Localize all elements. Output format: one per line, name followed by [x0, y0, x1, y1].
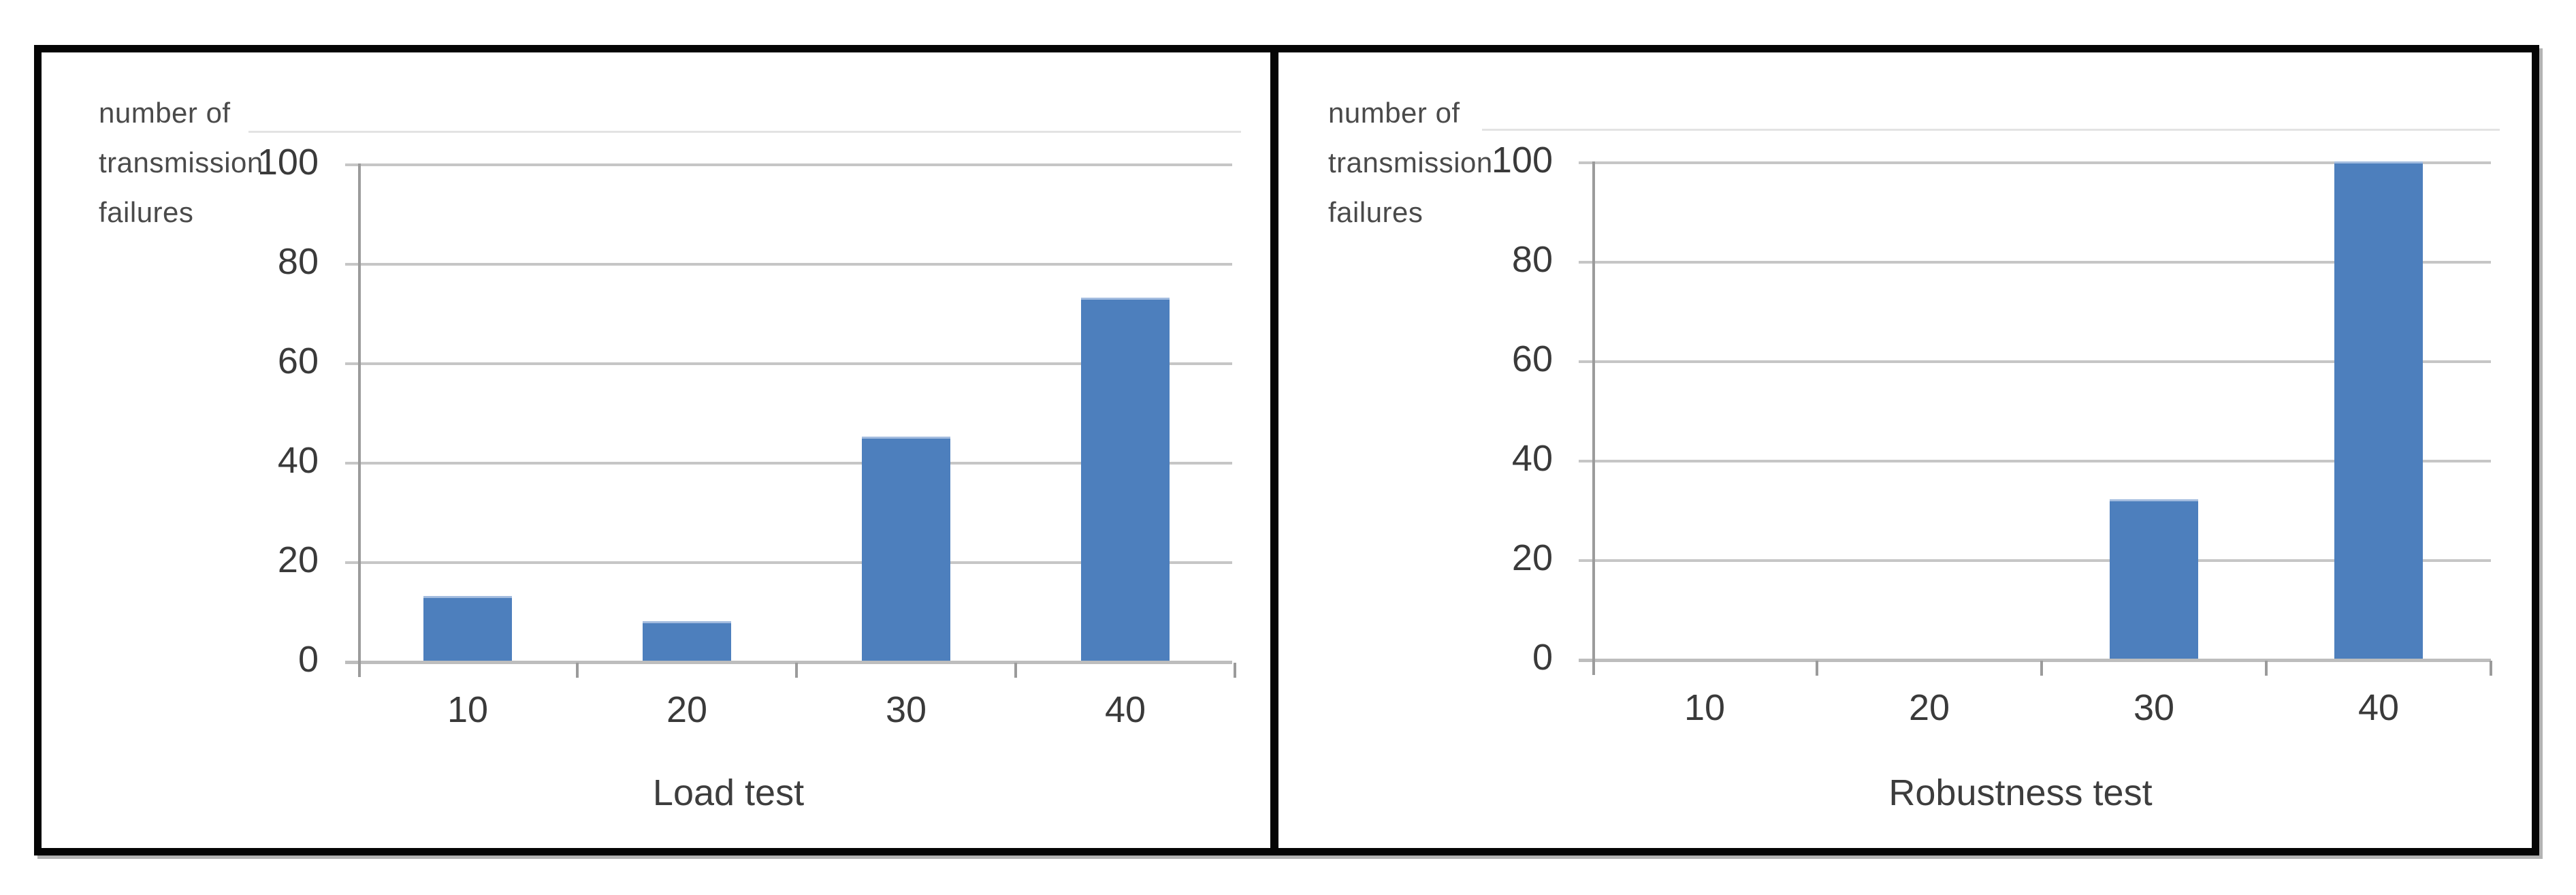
- y-tick-label: 20: [1511, 537, 1553, 578]
- x-axis-title: Robustness test: [1888, 772, 2153, 813]
- gridline-y100: [1579, 161, 2491, 164]
- x-axis-line: [1579, 659, 2491, 662]
- bar-load-10: [423, 596, 512, 661]
- y-axis-line: [1592, 161, 1595, 675]
- category-tick: [2490, 661, 2492, 676]
- category-tick: [2040, 661, 2043, 676]
- gridline-y80: [345, 263, 1232, 266]
- gridline-y20: [345, 561, 1232, 564]
- y-tick-label: 80: [277, 241, 319, 282]
- x-tick-label: 40: [1104, 689, 1146, 730]
- bar-robustness-40: [2334, 161, 2423, 659]
- bar-robustness-30: [2110, 499, 2198, 659]
- x-tick-label: 10: [447, 689, 489, 730]
- x-axis-title: Load test: [652, 772, 805, 813]
- gridline-y60: [1579, 360, 2491, 363]
- y-axis-title-line: transmission: [1328, 146, 1493, 178]
- plot-top-border: [248, 131, 1241, 133]
- y-tick-label: 0: [297, 639, 319, 680]
- bar-load-30: [862, 437, 950, 661]
- y-tick-label: 40: [1511, 438, 1553, 479]
- panel-divider: [1270, 45, 1278, 855]
- x-tick-label: 30: [885, 689, 927, 730]
- robustness-test-panel: number of transmission failures 0 20 40 60 8…: [1278, 52, 2530, 848]
- category-tick: [576, 663, 579, 678]
- x-tick-label: 40: [2357, 687, 2400, 728]
- y-tick-label: 40: [277, 440, 319, 481]
- gridline-y80: [1579, 261, 2491, 264]
- y-axis-title-line: number of: [1328, 97, 1460, 129]
- gridline-y40: [345, 462, 1232, 465]
- x-tick-label: 20: [666, 689, 708, 730]
- y-axis-title: number of transmission failures: [1328, 88, 1493, 237]
- y-tick-label: 20: [277, 539, 319, 580]
- plot-top-border: [1482, 129, 2500, 131]
- y-tick-label: 100: [1491, 140, 1553, 180]
- x-tick-label: 20: [1908, 687, 1950, 728]
- y-axis-title-line: number of: [99, 97, 231, 129]
- gridline-y60: [345, 362, 1232, 365]
- gridline-y40: [1579, 460, 2491, 462]
- bar-load-20: [643, 621, 731, 661]
- gridline-y20: [1579, 559, 2491, 562]
- load-test-panel: number of transmission failures 0 20 40 60 8…: [42, 52, 1270, 848]
- y-axis-line: [358, 163, 361, 677]
- y-axis-title-line: transmission: [99, 146, 263, 178]
- x-tick-label: 10: [1684, 687, 1726, 728]
- gridline-y100: [345, 163, 1232, 166]
- category-tick: [1014, 663, 1017, 678]
- y-axis-title-line: failures: [99, 196, 194, 228]
- y-tick-label: 80: [1511, 239, 1553, 280]
- y-axis-title-line: failures: [1328, 196, 1423, 228]
- category-tick: [2265, 661, 2268, 676]
- y-axis-title: number of transmission failures: [99, 88, 263, 237]
- category-tick: [1234, 663, 1236, 678]
- category-tick: [795, 663, 798, 678]
- category-tick: [1816, 661, 1818, 676]
- bar-load-40: [1081, 298, 1170, 661]
- y-tick-label: 100: [257, 142, 319, 183]
- y-tick-label: 0: [1532, 637, 1553, 678]
- x-axis-line: [345, 661, 1232, 664]
- y-tick-label: 60: [1511, 339, 1553, 379]
- y-tick-label: 60: [277, 341, 319, 381]
- x-tick-label: 30: [2133, 687, 2175, 728]
